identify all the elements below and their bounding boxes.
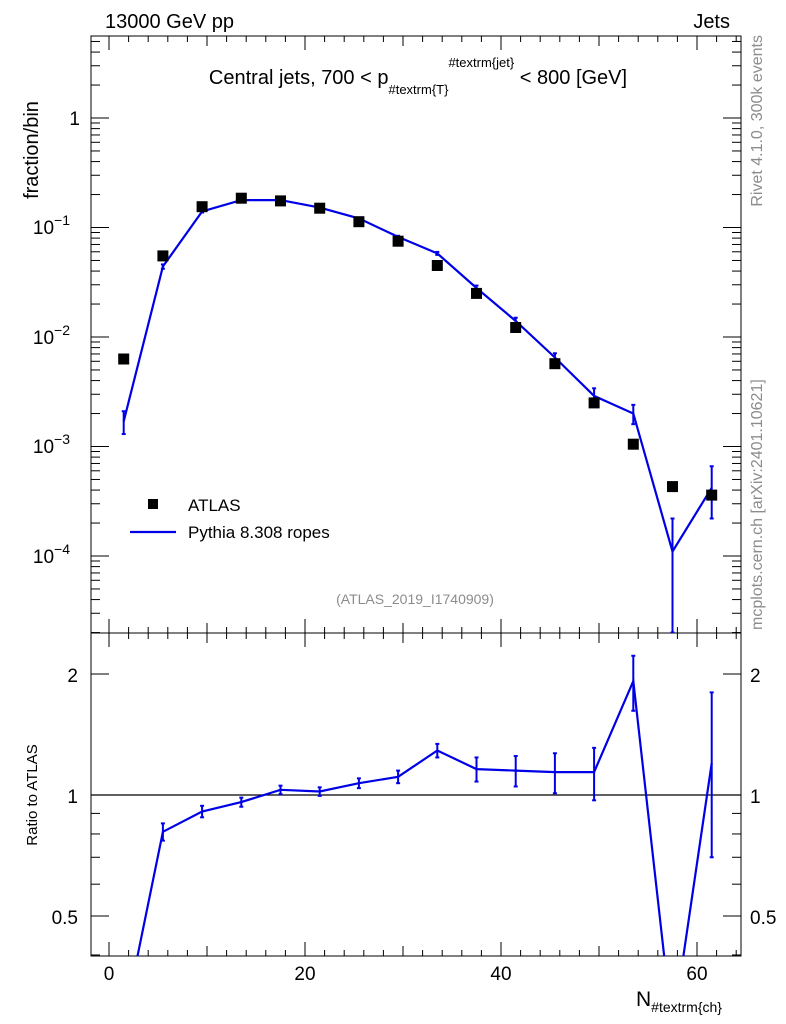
analysis-watermark: (ATLAS_2019_I1740909) bbox=[336, 591, 494, 607]
ratio-ylabel: Ratio to ATLAS bbox=[24, 744, 41, 845]
legend-label-pythia: Pythia 8.308 ropes bbox=[188, 523, 330, 542]
main-title: Central jets, 700 < p#textrm{T} #textrm{j… bbox=[209, 55, 627, 97]
x-tick-40: 40 bbox=[490, 964, 511, 985]
header-right: Jets bbox=[693, 11, 730, 33]
ratio-plot bbox=[91, 654, 741, 956]
axis-ticks bbox=[91, 36, 741, 956]
y-tick-exp: −4 bbox=[54, 541, 70, 557]
main-y-tick-labels: 1 10−1 10−2 10−3 10−4 bbox=[33, 109, 80, 568]
ratio-y-tick-1-right: 1 bbox=[750, 787, 761, 808]
atlas-data-point bbox=[471, 287, 482, 299]
atlas-data-point bbox=[118, 353, 130, 365]
main-panel-frame bbox=[90, 35, 742, 634]
ratio-y-tick-1: 1 bbox=[67, 787, 78, 808]
legend-marker-atlas bbox=[148, 499, 158, 509]
x-tick-60: 60 bbox=[686, 964, 707, 985]
atlas-data-point bbox=[706, 489, 718, 501]
y-tick-label-0.1: 10−1 bbox=[33, 212, 70, 239]
title-part-a: Central jets, 700 < p bbox=[209, 67, 389, 89]
y-tick-exp: −3 bbox=[54, 431, 70, 447]
y-tick-base: 10 bbox=[33, 328, 54, 349]
ratio-y-tick-labels: 2 1 0.5 2 1 0.5 bbox=[52, 666, 777, 929]
atlas-data-point bbox=[588, 397, 600, 409]
atlas-data-point bbox=[196, 201, 208, 213]
y-tick-exp: −1 bbox=[54, 212, 70, 228]
atlas-data-point bbox=[275, 195, 286, 207]
ratio-line bbox=[136, 676, 713, 956]
atlas-data-point bbox=[549, 358, 561, 370]
y-tick-label-0.0001: 10−4 bbox=[33, 541, 70, 568]
atlas-data-point bbox=[392, 235, 404, 247]
x-tick-0: 0 bbox=[104, 964, 115, 985]
x-label-base: N bbox=[636, 988, 651, 1011]
x-label-sub: #textrm{ch} bbox=[651, 999, 722, 1015]
atlas-data-point bbox=[627, 438, 639, 450]
atlas-data-point bbox=[314, 202, 326, 214]
mc-line bbox=[122, 199, 713, 555]
y-tick-label-1: 1 bbox=[69, 109, 80, 130]
y-tick-label-0.001: 10−3 bbox=[33, 431, 70, 458]
main-plot bbox=[118, 192, 718, 633]
atlas-data-point bbox=[510, 322, 522, 333]
header-left: 13000 GeV pp bbox=[105, 11, 234, 33]
legend: ATLAS Pythia 8.308 ropes bbox=[130, 496, 330, 542]
y-tick-base: 10 bbox=[33, 547, 54, 568]
side-label-top: Rivet 4.1.0, 300k events bbox=[749, 35, 766, 207]
y-tick-base: 10 bbox=[33, 437, 54, 458]
y-tick-exp: −2 bbox=[54, 322, 70, 338]
title-sub: #textrm{T} bbox=[388, 82, 449, 97]
atlas-data-point bbox=[431, 260, 443, 271]
main-ylabel: fraction/bin bbox=[21, 101, 43, 199]
atlas-data-point bbox=[157, 250, 169, 262]
x-tick-20: 20 bbox=[294, 964, 315, 985]
atlas-data-point bbox=[353, 216, 365, 228]
ratio-y-tick-0.5-right: 0.5 bbox=[750, 908, 776, 929]
ratio-y-tick-0.5: 0.5 bbox=[52, 908, 78, 929]
title-sup: #textrm{jet} bbox=[448, 55, 514, 70]
y-tick-base: 10 bbox=[33, 218, 54, 239]
title-part-b: < 800 [GeV] bbox=[514, 67, 627, 89]
ratio-y-tick-2-right: 2 bbox=[750, 666, 761, 687]
atlas-data-point bbox=[667, 481, 678, 493]
legend-label-atlas: ATLAS bbox=[188, 496, 241, 515]
side-label-bottom: mcplots.cern.ch [arXiv:2401.10621] bbox=[749, 379, 766, 630]
x-axis-label: N#textrm{ch} bbox=[636, 988, 722, 1015]
ratio-y-tick-2: 2 bbox=[67, 666, 78, 687]
atlas-data-point bbox=[235, 192, 247, 204]
y-tick-label-0.01: 10−2 bbox=[33, 322, 70, 349]
x-tick-labels: 0 20 40 60 bbox=[104, 964, 708, 985]
